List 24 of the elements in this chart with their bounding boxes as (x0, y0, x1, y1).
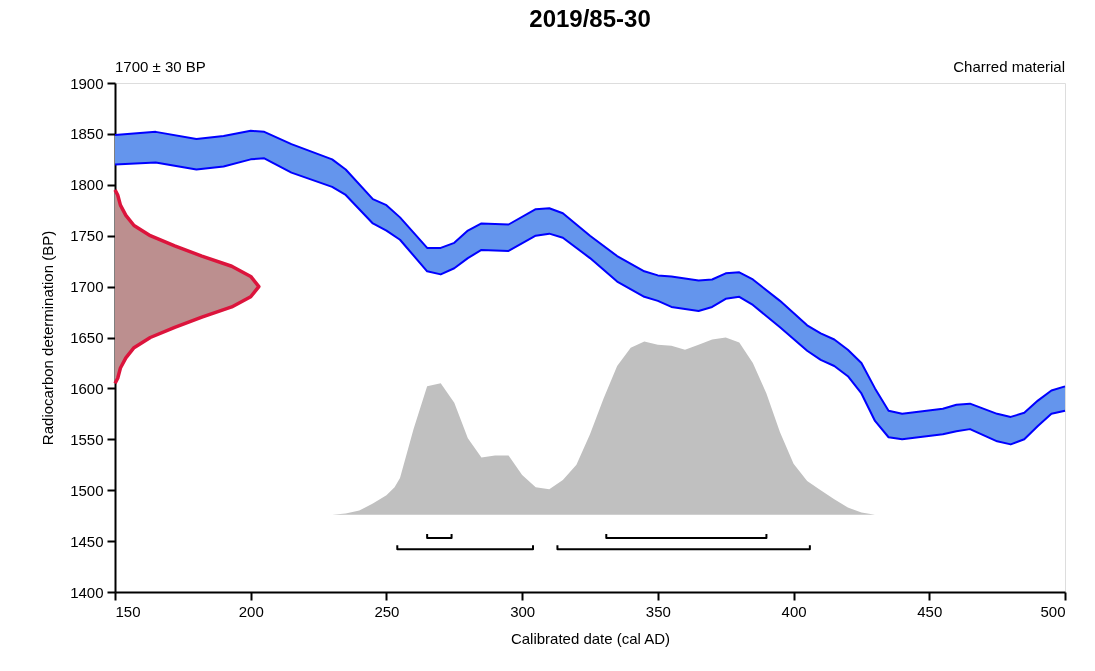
y-tick-label: 1550 (70, 430, 104, 448)
chart-title: 2019/85-30 (529, 5, 651, 32)
text: Charred material (953, 58, 1065, 75)
x-tick-label: 400 (781, 602, 807, 620)
y-tick-label: 1700 (70, 278, 104, 296)
y-tick-label: 1650 (70, 329, 104, 346)
y-tick-label: 1450 (70, 532, 104, 550)
y-tick-label: 1750 (70, 227, 104, 245)
y-axis-title: Radiocarbon determination (BP) (39, 230, 57, 446)
y-tick-label: 1900 (70, 74, 104, 92)
x-tick-label: 500 (1040, 602, 1066, 620)
y-tick-label: 1850 (70, 125, 104, 143)
x-tick-label: 250 (374, 602, 400, 620)
x-tick-label: 200 (238, 602, 264, 620)
x-axis-title: Calibrated date (cal AD) (510, 629, 671, 647)
text: 1700 ± 30 BP (115, 58, 206, 75)
y-tick-label: 1600 (70, 379, 104, 397)
x-tick-label: 350 (645, 602, 671, 620)
y-tick-label: 1800 (70, 176, 104, 194)
x-tick-label: 450 (917, 602, 943, 620)
x-tick-label: 300 (510, 602, 536, 620)
y-tick-label: 1400 (70, 583, 104, 601)
x-tick-label: 150 (115, 602, 141, 620)
y-tick-label: 1500 (70, 481, 104, 499)
